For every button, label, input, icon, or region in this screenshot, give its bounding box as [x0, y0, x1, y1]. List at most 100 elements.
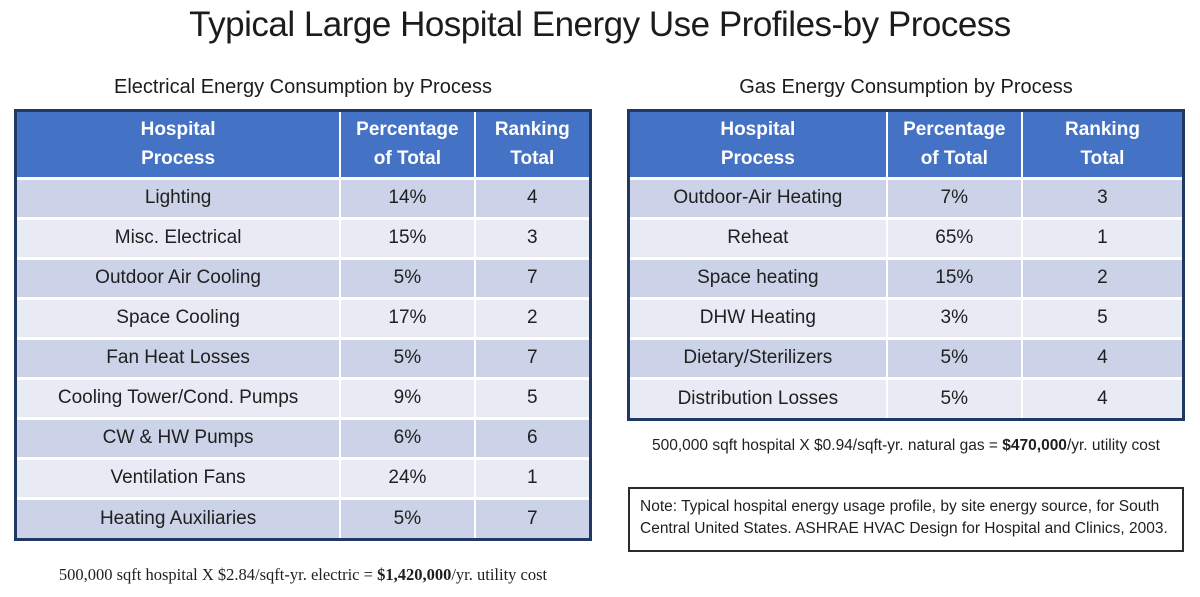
electrical-footnote: 500,000 sqft hospital X $2.84/sqft-yr. e… — [6, 565, 600, 585]
electrical-table-header: Hospital Process Percentage of Total Ran… — [17, 112, 589, 178]
process-cell: Ventilation Fans — [17, 456, 341, 498]
percentage-cell: 14% — [339, 176, 475, 218]
column-header-hospital-process: Hospital Process — [17, 112, 341, 178]
process-cell: Space heating — [630, 256, 887, 298]
ranking-cell: 5 — [473, 376, 589, 418]
electrical-table-row: Outdoor Air Cooling 5% 7 — [17, 256, 589, 298]
column-header-ranking-total: Ranking Total — [473, 112, 589, 178]
process-cell: DHW Heating — [630, 296, 887, 338]
electrical-table-row: Heating Auxiliaries 5% 7 — [17, 496, 589, 538]
gas-table-row: DHW Heating 3% 5 — [630, 296, 1182, 338]
gas-table-grid: Hospital Process Percentage of Total Ran… — [630, 112, 1182, 418]
percentage-cell: 17% — [339, 296, 475, 338]
percentage-cell: 15% — [885, 256, 1022, 298]
header-row: Hospital Process Percentage of Total Ran… — [17, 112, 589, 178]
electrical-table-body: Lighting 14% 4 Misc. Electrical 15% 3 Outdoor … — [17, 176, 589, 538]
process-cell: Fan Heat Losses — [17, 336, 341, 378]
ranking-cell: 1 — [473, 456, 589, 498]
electrical-table-row: CW & HW Pumps 6% 6 — [17, 416, 589, 458]
footnote-text: /yr. utility cost — [1066, 437, 1160, 454]
gas-table-row: Dietary/Sterilizers 5% 4 — [630, 336, 1182, 378]
header-line: Hospital — [140, 118, 216, 140]
process-cell: Misc. Electrical — [17, 216, 341, 258]
header-row: Hospital Process Percentage of Total Ran… — [630, 112, 1182, 178]
column-header-percentage-of-total: Percentage of Total — [885, 112, 1022, 178]
header-line: Hospital — [720, 118, 796, 140]
footnote-cost-value: $470,000 — [1002, 437, 1067, 454]
gas-table-body: Outdoor-Air Heating 7% 3 Reheat 65% 1 Space he… — [630, 176, 1182, 418]
ranking-cell: 3 — [473, 216, 589, 258]
electrical-table-row: Fan Heat Losses 5% 7 — [17, 336, 589, 378]
column-header-percentage-of-total: Percentage of Total — [339, 112, 475, 178]
percentage-cell: 65% — [885, 216, 1022, 258]
gas-table-row: Outdoor-Air Heating 7% 3 — [630, 176, 1182, 218]
process-cell: Dietary/Sterilizers — [630, 336, 887, 378]
electrical-table-row: Misc. Electrical 15% 3 — [17, 216, 589, 258]
header-line: Total — [510, 148, 555, 170]
gas-table-caption: Gas Energy Consumption by Process — [739, 76, 1073, 98]
column-header-hospital-process: Hospital Process — [630, 112, 887, 178]
percentage-cell: 5% — [885, 336, 1022, 378]
percentage-cell: 15% — [339, 216, 475, 258]
ranking-cell: 7 — [473, 496, 589, 538]
process-cell: Reheat — [630, 216, 887, 258]
ranking-cell: 4 — [473, 176, 589, 218]
process-cell: Outdoor-Air Heating — [630, 176, 887, 218]
process-cell: Space Cooling — [17, 296, 341, 338]
percentage-cell: 5% — [885, 376, 1022, 418]
footnote-text: 500,000 sqft hospital X $2.84/sqft-yr. e… — [58, 565, 378, 584]
process-cell: Cooling Tower/Cond. Pumps — [17, 376, 341, 418]
ranking-cell: 1 — [1020, 216, 1182, 258]
process-cell: Outdoor Air Cooling — [17, 256, 341, 298]
source-note-box: Note: Typical hospital energy usage prof… — [628, 487, 1184, 552]
gas-table-header: Hospital Process Percentage of Total Ran… — [630, 112, 1182, 178]
column-header-ranking-total: Ranking Total — [1020, 112, 1182, 178]
electrical-table: Hospital Process Percentage of Total Ran… — [14, 109, 592, 541]
ranking-cell: 2 — [1020, 256, 1182, 298]
ranking-cell: 2 — [473, 296, 589, 338]
percentage-cell: 5% — [339, 336, 475, 378]
header-line: Percentage — [356, 118, 459, 140]
header-line: of Total — [920, 148, 988, 170]
header-line: Ranking — [494, 118, 570, 140]
electrical-table-grid: Hospital Process Percentage of Total Ran… — [17, 112, 589, 538]
ranking-cell: 7 — [473, 336, 589, 378]
ranking-cell: 4 — [1020, 376, 1182, 418]
gas-table-row: Distribution Losses 5% 4 — [630, 376, 1182, 418]
footnote-text: /yr. utility cost — [451, 565, 548, 584]
process-cell: Lighting — [17, 176, 341, 218]
process-cell: CW & HW Pumps — [17, 416, 341, 458]
gas-table: Hospital Process Percentage of Total Ran… — [627, 109, 1185, 421]
ranking-cell: 7 — [473, 256, 589, 298]
page-title: Typical Large Hospital Energy Use Profil… — [189, 5, 1011, 44]
ranking-cell: 3 — [1020, 176, 1182, 218]
gas-footnote: 500,000 sqft hospital X $0.94/sqft-yr. n… — [627, 437, 1185, 455]
header-line: Ranking — [1064, 118, 1140, 140]
process-cell: Distribution Losses — [630, 376, 887, 418]
electrical-table-row: Ventilation Fans 24% 1 — [17, 456, 589, 498]
electrical-table-caption: Electrical Energy Consumption by Process — [114, 76, 492, 98]
percentage-cell: 5% — [339, 496, 475, 538]
electrical-table-row: Cooling Tower/Cond. Pumps 9% 5 — [17, 376, 589, 418]
header-line: of Total — [373, 148, 441, 170]
gas-table-row: Reheat 65% 1 — [630, 216, 1182, 258]
percentage-cell: 6% — [339, 416, 475, 458]
process-cell: Heating Auxiliaries — [17, 496, 341, 538]
ranking-cell: 5 — [1020, 296, 1182, 338]
percentage-cell: 7% — [885, 176, 1022, 218]
electrical-table-row: Lighting 14% 4 — [17, 176, 589, 218]
electrical-table-row: Space Cooling 17% 2 — [17, 296, 589, 338]
percentage-cell: 24% — [339, 456, 475, 498]
percentage-cell: 5% — [339, 256, 475, 298]
ranking-cell: 6 — [473, 416, 589, 458]
percentage-cell: 3% — [885, 296, 1022, 338]
percentage-cell: 9% — [339, 376, 475, 418]
footnote-cost-value: $1,420,000 — [377, 565, 452, 584]
footnote-text: 500,000 sqft hospital X $0.94/sqft-yr. n… — [652, 437, 1003, 454]
header-line: Process — [141, 148, 216, 170]
header-line: Process — [720, 148, 795, 170]
header-line: Percentage — [903, 118, 1006, 140]
gas-table-row: Space heating 15% 2 — [630, 256, 1182, 298]
ranking-cell: 4 — [1020, 336, 1182, 378]
